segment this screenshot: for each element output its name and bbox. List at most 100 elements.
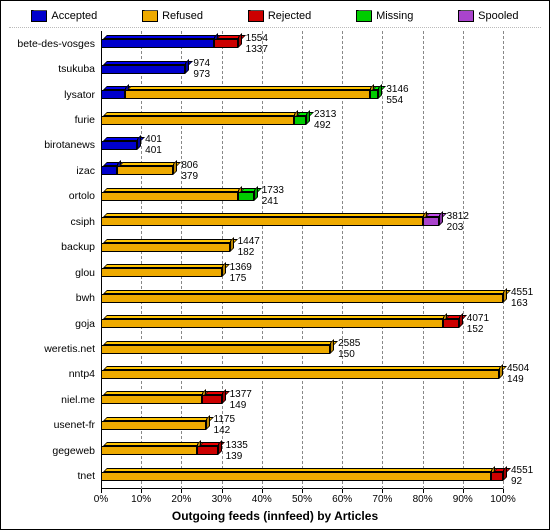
bar-segment-accepted xyxy=(101,90,125,99)
row-label: ortolo xyxy=(1,190,95,202)
data-row: izac806379 xyxy=(101,158,503,183)
legend-label: Missing xyxy=(376,10,413,22)
xtick-mark xyxy=(181,489,182,493)
chart-container: Accepted Refused Rejected Missing Spooled 0%… xyxy=(0,0,550,530)
row-label: glou xyxy=(1,267,95,279)
data-row: nntp44504149 xyxy=(101,362,503,387)
row-label: tsukuba xyxy=(1,63,95,75)
xtick-label: 100% xyxy=(490,494,516,505)
gridline xyxy=(503,31,504,489)
bar-segment-refused xyxy=(101,446,197,455)
data-row: furie2313492 xyxy=(101,107,503,132)
value-label-top: 4551 xyxy=(511,466,533,476)
row-label: gegeweb xyxy=(1,445,95,457)
data-row: bete-des-vosges15541337 xyxy=(101,31,503,56)
value-label-top: 4504 xyxy=(507,364,529,374)
value-label-bottom: 379 xyxy=(181,172,198,182)
xtick-mark xyxy=(503,489,504,493)
value-label-top: 2313 xyxy=(314,110,336,120)
data-row: weretis.net2585150 xyxy=(101,336,503,361)
value-label-bottom: 175 xyxy=(230,274,247,284)
bar-segment-accepted xyxy=(101,166,117,175)
xtick-mark xyxy=(382,489,383,493)
legend-item-spooled: Spooled xyxy=(458,10,518,22)
value-label-top: 1733 xyxy=(262,186,284,196)
row-label: goja xyxy=(1,318,95,330)
data-row: tsukuba974973 xyxy=(101,56,503,81)
row-label: backup xyxy=(1,241,95,253)
row-label: tnet xyxy=(1,470,95,482)
row-label: nntp4 xyxy=(1,368,95,380)
value-label-top: 1447 xyxy=(238,237,260,247)
value-label-bottom: 149 xyxy=(230,401,247,411)
value-label-bottom: 492 xyxy=(314,121,331,131)
legend-swatch xyxy=(142,10,158,22)
bar-segment-rejected xyxy=(202,395,222,404)
row-label: usenet-fr xyxy=(1,419,95,431)
legend-item-rejected: Rejected xyxy=(248,10,311,22)
plot-area: 0%10%20%30%40%50%60%70%80%90%100%bete-de… xyxy=(101,31,503,489)
legend-label: Spooled xyxy=(478,10,518,22)
xtick-mark xyxy=(101,489,102,493)
bar-segment-refused xyxy=(101,319,443,328)
bar-segment-refused xyxy=(101,472,491,481)
bar-segment-accepted xyxy=(101,65,185,74)
data-row: csiph3812203 xyxy=(101,209,503,234)
legend-swatch xyxy=(458,10,474,22)
value-label-top: 2585 xyxy=(338,339,360,349)
value-label-top: 974 xyxy=(193,59,210,69)
bar-segment-rejected xyxy=(491,472,503,481)
bar-segment-refused xyxy=(101,268,222,277)
data-row: lysator3146554 xyxy=(101,82,503,107)
data-row: goja4071152 xyxy=(101,311,503,336)
bar-segment-refused xyxy=(125,90,370,99)
data-row: usenet-fr1175142 xyxy=(101,413,503,438)
legend-swatch xyxy=(31,10,47,22)
value-label-top: 401 xyxy=(145,135,162,145)
value-label-bottom: 142 xyxy=(214,426,231,436)
value-label-bottom: 139 xyxy=(226,452,243,462)
bar-segment-missing xyxy=(370,90,378,99)
value-label-bottom: 152 xyxy=(467,325,484,335)
legend-item-accepted: Accepted xyxy=(31,10,97,22)
bar-segment-refused xyxy=(101,395,202,404)
data-row: bwh4551163 xyxy=(101,285,503,310)
xtick-label: 10% xyxy=(131,494,151,505)
xtick-label: 40% xyxy=(252,494,272,505)
xtick-label: 20% xyxy=(171,494,191,505)
xtick-label: 30% xyxy=(212,494,232,505)
bar-segment-refused xyxy=(101,294,503,303)
row-label: bete-des-vosges xyxy=(1,38,95,50)
value-label-top: 1377 xyxy=(230,390,252,400)
legend-label: Refused xyxy=(162,10,203,22)
xtick-label: 90% xyxy=(453,494,473,505)
value-label-top: 1175 xyxy=(214,415,236,425)
value-label-bottom: 182 xyxy=(238,248,255,258)
xtick-label: 70% xyxy=(372,494,392,505)
value-label-bottom: 554 xyxy=(386,96,403,106)
bar-segment-missing xyxy=(238,192,254,201)
value-label-top: 1335 xyxy=(226,441,248,451)
row-label: furie xyxy=(1,114,95,126)
value-label-bottom: 1337 xyxy=(246,45,268,55)
data-row: birotanews401401 xyxy=(101,133,503,158)
value-label-top: 806 xyxy=(181,161,198,171)
xtick-mark xyxy=(302,489,303,493)
row-label: csiph xyxy=(1,216,95,228)
row-label: lysator xyxy=(1,89,95,101)
value-label-bottom: 973 xyxy=(193,70,210,80)
data-row: glou1369175 xyxy=(101,260,503,285)
bar-segment-refused xyxy=(101,192,238,201)
bar-segment-refused xyxy=(117,166,173,175)
legend: Accepted Refused Rejected Missing Spooled xyxy=(9,5,541,28)
value-label-bottom: 241 xyxy=(262,197,279,207)
bar-segment-rejected xyxy=(443,319,459,328)
value-label-bottom: 150 xyxy=(338,350,355,360)
bar-segment-refused xyxy=(101,217,423,226)
bar-segment-rejected xyxy=(197,446,217,455)
xtick-mark xyxy=(222,489,223,493)
xtick-mark xyxy=(342,489,343,493)
data-row: ortolo1733241 xyxy=(101,184,503,209)
xtick-label: 60% xyxy=(332,494,352,505)
row-label: izac xyxy=(1,165,95,177)
